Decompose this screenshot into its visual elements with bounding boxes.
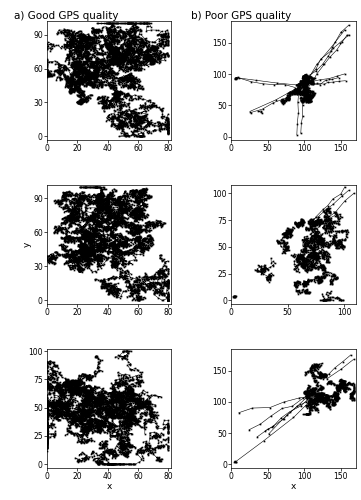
Text: a) Good GPS quality: a) Good GPS quality xyxy=(14,11,119,21)
X-axis label: x: x xyxy=(291,482,296,491)
X-axis label: x: x xyxy=(106,482,112,491)
Text: b) Poor GPS quality: b) Poor GPS quality xyxy=(191,11,292,21)
Y-axis label: y: y xyxy=(23,242,32,247)
